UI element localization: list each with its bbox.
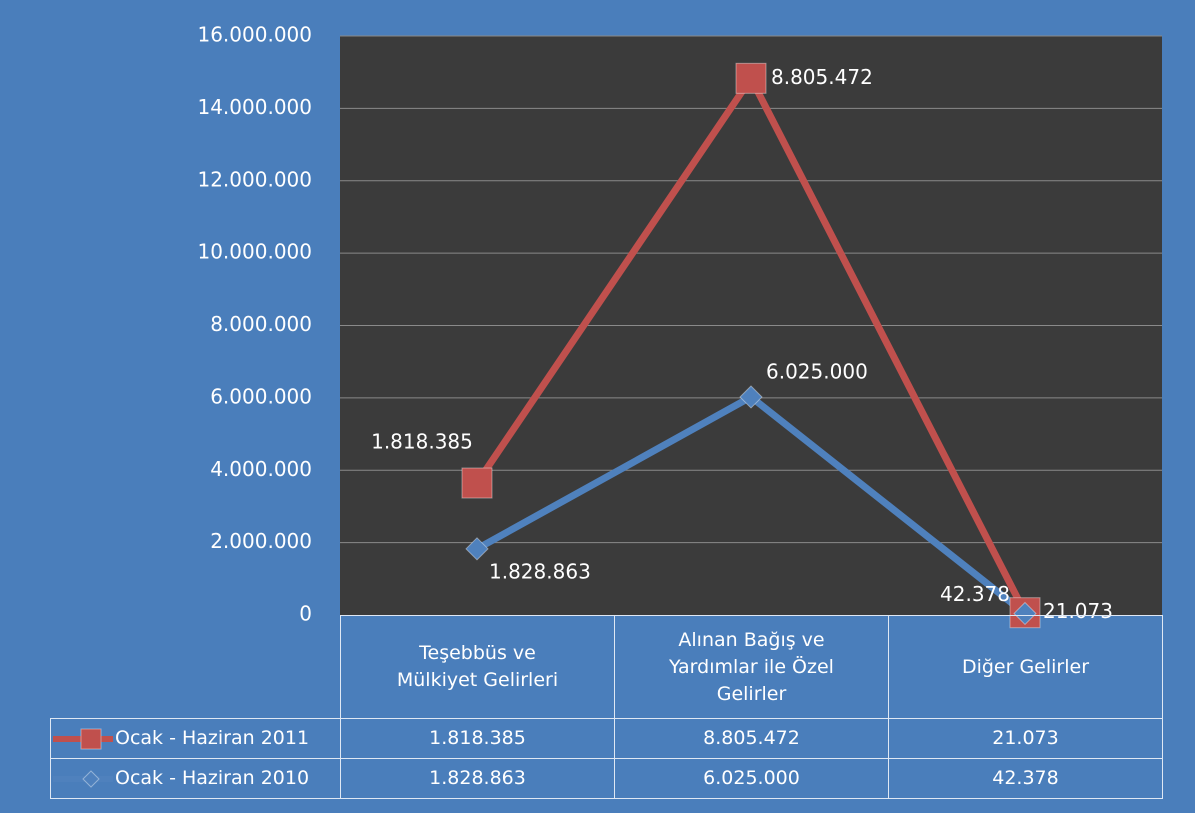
table-header: Diğer Gelirler xyxy=(888,615,1163,719)
legend-cell: Ocak - Haziran 2010 xyxy=(50,758,341,799)
legend-label: Ocak - Haziran 2011 xyxy=(115,727,310,749)
marker xyxy=(735,62,767,94)
data-label: 21.073 xyxy=(1043,599,1113,623)
table-cell: 1.818.385 xyxy=(340,718,615,759)
table-cell: 21.073 xyxy=(888,718,1163,759)
data-label: 8.805.472 xyxy=(771,65,873,89)
y-tick-label: 14.000.000 xyxy=(197,95,312,119)
legend-cell: Ocak - Haziran 2011 xyxy=(50,718,341,759)
data-label: 6.025.000 xyxy=(766,359,868,383)
marker xyxy=(82,769,100,788)
y-tick-label: 4.000.000 xyxy=(210,457,312,481)
y-tick-label: 8.000.000 xyxy=(210,312,312,336)
table-cell: 42.378 xyxy=(888,758,1163,799)
data-label: 42.378 xyxy=(940,582,1010,606)
data-label: 1.828.863 xyxy=(489,559,591,583)
y-tick-label: 0 xyxy=(299,602,312,626)
table-cell: 8.805.472 xyxy=(614,718,889,759)
legend-label: Ocak - Haziran 2010 xyxy=(115,767,310,789)
y-tick-label: 2.000.000 xyxy=(210,529,312,553)
table-header: Alınan Bağış ve Yardımlar ile Özel Gelir… xyxy=(614,615,889,719)
y-tick-label: 10.000.000 xyxy=(197,240,312,264)
legend-key xyxy=(53,769,113,788)
marker xyxy=(465,537,489,561)
y-tick-label: 12.000.000 xyxy=(197,167,312,191)
table-cell: 1.828.863 xyxy=(340,758,615,799)
legend-key xyxy=(53,728,113,749)
table-cell: 6.025.000 xyxy=(614,758,889,799)
marker xyxy=(739,385,763,409)
data-label: 1.818.385 xyxy=(371,430,473,454)
y-tick-label: 6.000.000 xyxy=(210,384,312,408)
marker xyxy=(461,467,493,499)
table-header: Teşebbüs ve Mülkiyet Gelirleri xyxy=(340,615,615,719)
marker xyxy=(1013,601,1037,626)
y-tick-label: 16.000.000 xyxy=(197,23,312,47)
marker xyxy=(80,728,102,749)
